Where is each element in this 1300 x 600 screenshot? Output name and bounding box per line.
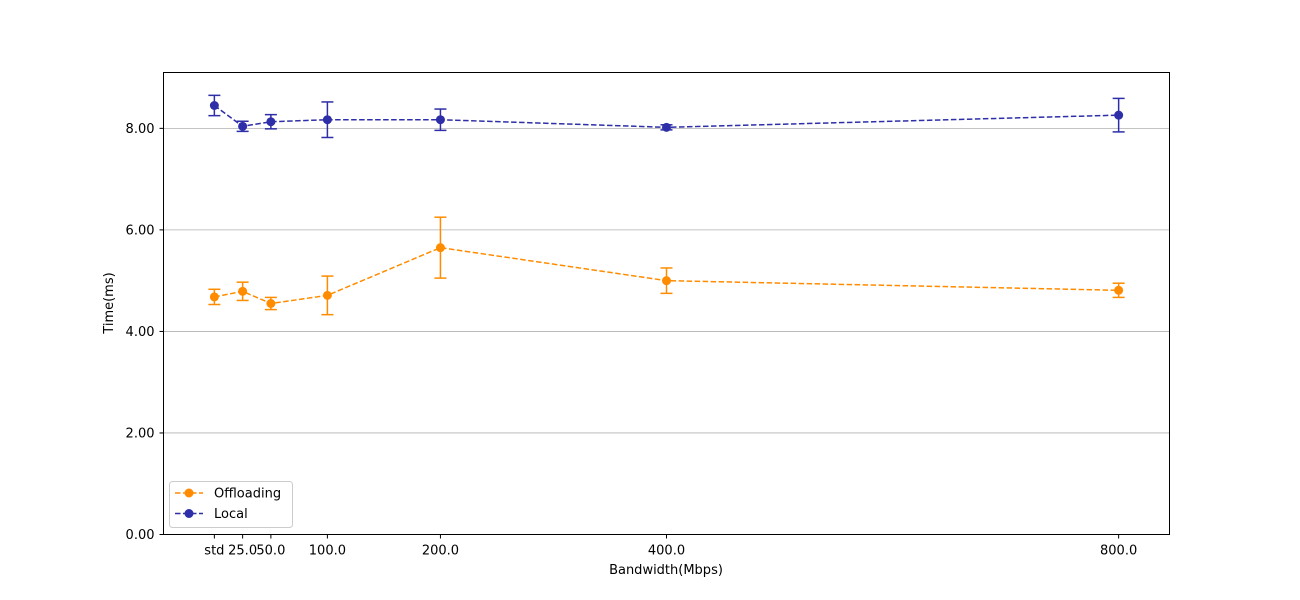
y-tick-label: 4.00 — [126, 325, 155, 340]
x-tick-label: 200.0 — [422, 544, 459, 559]
series-offloading — [208, 216, 1125, 316]
y-tick-label: 0.00 — [126, 528, 155, 543]
legend-marker — [184, 509, 194, 518]
legend-label: Local — [214, 507, 248, 522]
x-tick-label: 25.0 — [228, 544, 257, 559]
data-point — [238, 121, 248, 131]
y-axis-label: Time(ms) — [102, 272, 117, 334]
data-point — [322, 115, 332, 125]
data-point — [266, 117, 276, 127]
y-tick-label: 6.00 — [126, 223, 155, 238]
x-tick-label: 800.0 — [1100, 544, 1137, 559]
x-tick-label: std — [204, 544, 224, 559]
data-point — [238, 286, 248, 296]
data-point — [435, 243, 445, 253]
x-tick-label: 400.0 — [648, 544, 685, 559]
data-point — [1114, 110, 1124, 120]
legend-marker — [184, 488, 194, 498]
legend-item-local: Local — [175, 507, 248, 522]
data-point — [322, 290, 332, 300]
series-local — [208, 94, 1125, 139]
data-point — [662, 122, 671, 132]
x-axis-label: Bandwidth(Mbps) — [609, 563, 723, 578]
data-point — [209, 292, 219, 302]
x-tick-label: 50.0 — [256, 544, 285, 559]
legend-item-offloading: Offloading — [175, 487, 281, 502]
legend: Offloading Local — [169, 481, 293, 528]
plot-frame — [163, 72, 1170, 535]
y-tick-label: 2.00 — [126, 426, 155, 441]
series-layer — [208, 94, 1125, 316]
x-axis-ticks: std 25.0 50.0 100.0 200.0 400.0 800.0 — [204, 534, 1137, 559]
data-point — [1114, 285, 1124, 295]
legend-label: Offloading — [214, 487, 281, 502]
x-tick-label: 100.0 — [309, 544, 346, 559]
data-point — [662, 276, 671, 286]
data-point — [266, 299, 276, 308]
y-axis-ticks: 0.00 2.00 4.00 6.00 8.00 — [126, 122, 164, 543]
data-point — [435, 115, 445, 125]
data-point — [209, 101, 219, 110]
y-tick-label: 8.00 — [126, 122, 155, 137]
